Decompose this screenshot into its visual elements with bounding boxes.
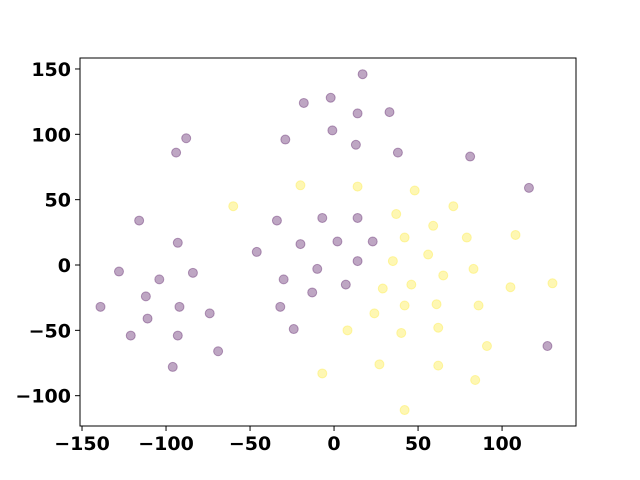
scatter-point: [125, 330, 136, 341]
scatter-point: [352, 108, 363, 119]
scatter-point: [377, 283, 388, 294]
scatter-point: [271, 215, 282, 226]
scatter-point: [431, 299, 442, 310]
scatter-point: [448, 201, 459, 212]
scatter-point: [367, 236, 378, 247]
scatter-point: [213, 346, 224, 357]
scatter-point: [251, 246, 262, 257]
y-tick-label: 150: [31, 59, 71, 81]
scatter-point: [187, 267, 198, 278]
scatter-point: [523, 182, 534, 193]
scatter-point: [95, 301, 106, 312]
scatter-point: [113, 266, 124, 277]
scatter-point: [352, 181, 363, 192]
scatter-point: [288, 324, 299, 335]
scatter-point: [468, 263, 479, 274]
scatter-point: [295, 180, 306, 191]
scatter-point: [369, 308, 380, 319]
scatter-point: [433, 360, 444, 371]
scatter-point: [399, 232, 410, 243]
scatter-point: [438, 270, 449, 281]
scatter-point: [510, 229, 521, 240]
x-tick-label: 50: [405, 433, 431, 455]
scatter-point: [204, 308, 215, 319]
scatter-point: [167, 361, 178, 372]
y-tick-label: 50: [45, 190, 71, 212]
scatter-point: [406, 279, 417, 290]
y-tick-label: 100: [31, 124, 71, 146]
scatter-point: [384, 107, 395, 118]
scatter-point: [547, 278, 558, 289]
scatter-point: [423, 249, 434, 260]
scatter-point: [461, 232, 472, 243]
scatter-point: [505, 282, 516, 293]
scatter-point: [154, 274, 165, 285]
y-tick-label: 0: [58, 255, 71, 277]
scatter-point: [317, 368, 328, 379]
scatter-point: [340, 279, 351, 290]
y-tick-label: −50: [29, 320, 71, 342]
scatter-point: [342, 325, 353, 336]
scatter-point: [171, 147, 182, 158]
scatter-point: [387, 256, 398, 267]
y-tick-label: −100: [15, 386, 71, 408]
plot-frame: [79, 57, 577, 427]
scatter-point: [350, 139, 361, 150]
scatter-point: [470, 375, 481, 385]
scatter-point: [298, 97, 309, 108]
scatter-point: [352, 212, 363, 223]
x-tick-label: −100: [138, 433, 194, 455]
scatter-point: [142, 313, 153, 324]
scatter-point: [295, 239, 306, 250]
scatter-point: [409, 185, 420, 196]
scatter-point: [473, 300, 484, 311]
x-tick-label: −150: [54, 433, 110, 455]
scatter-point: [391, 209, 402, 220]
scatter-point: [174, 301, 185, 312]
scatter-point: [275, 301, 286, 312]
scatter-point: [433, 322, 444, 333]
scatter-point: [278, 274, 289, 285]
scatter-point: [481, 341, 492, 352]
scatter-point: [396, 327, 407, 338]
scatter-point: [357, 69, 368, 80]
scatter-point: [327, 125, 338, 136]
scatter-point: [280, 134, 291, 145]
x-tick-label: 100: [482, 433, 522, 455]
scatter-point: [428, 220, 439, 231]
scatter-point: [140, 291, 151, 302]
x-tick-label: 0: [327, 433, 340, 455]
scatter-point: [228, 201, 239, 212]
scatter-point: [134, 215, 145, 226]
scatter-point: [172, 330, 183, 341]
scatter-point: [465, 151, 476, 162]
x-tick-label: −50: [229, 433, 271, 455]
scatter-point: [172, 237, 183, 248]
scatter-point: [312, 263, 323, 274]
scatter-point: [325, 92, 336, 103]
scatter-point: [542, 341, 553, 352]
scatter-point: [317, 212, 328, 223]
scatter-point: [399, 300, 410, 311]
scatter-point: [374, 359, 385, 370]
scatter-point: [181, 133, 192, 144]
scatter-point: [307, 287, 318, 298]
scatter-point: [352, 256, 363, 267]
scatter-point: [399, 405, 410, 416]
scatter-point: [332, 236, 343, 247]
scatter-point: [392, 147, 403, 158]
